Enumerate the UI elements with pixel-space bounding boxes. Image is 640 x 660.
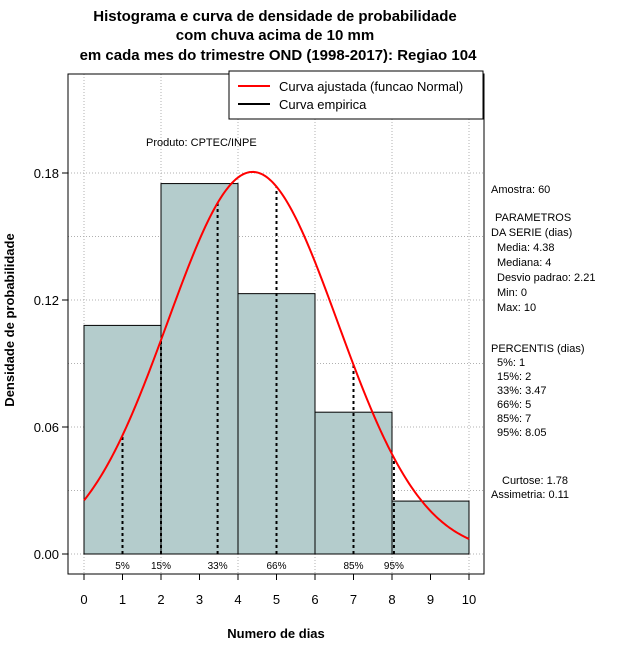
x-tick-label: 10 [462, 592, 476, 607]
skewness: Assimetria: 0.11 [491, 489, 569, 501]
percentile-33: 33%: 3.47 [497, 385, 547, 397]
x-tick-label: 5 [273, 592, 280, 607]
percentile-95: 95%: 8.05 [497, 427, 547, 439]
stat-sd: Desvio padrao: 2.21 [497, 272, 595, 284]
stat-max: Max: 10 [497, 302, 536, 314]
stat-median: Mediana: 4 [497, 257, 551, 269]
histogram-bar [391, 500, 470, 555]
histogram-bar [160, 183, 239, 555]
x-tick-label: 4 [234, 592, 241, 607]
x-tick-label: 3 [196, 592, 203, 607]
axes: 0 1 2 3 4 5 6 7 8 9 10 0.00 0.06 0.12 0.18 [34, 166, 477, 607]
chart-title-line-3: em cada mes do trimestre OND (1998-2017)… [80, 47, 477, 64]
x-tick-label: 1 [119, 592, 126, 607]
percentile-label: 15% [151, 561, 171, 572]
x-tick-label: 0 [80, 592, 87, 607]
x-tick-label: 6 [311, 592, 318, 607]
chart-title-line-2: com chuva acima de 10 mm [176, 27, 374, 44]
x-tick-label: 9 [427, 592, 434, 607]
legend: Curva ajustada (funcao Normal) Curva emp… [228, 70, 484, 120]
credit-label: Produto: CPTEC/INPE [146, 137, 257, 149]
statistics-panel: Amostra: 60 PARAMETROS DA SERIE (dias) M… [491, 184, 595, 501]
x-axis-title: Numero de dias [227, 626, 325, 641]
percentile-label: 85% [343, 561, 363, 572]
percentile-label: 66% [266, 561, 286, 572]
percentile-label: 33% [208, 561, 228, 572]
params-subtitle: DA SERIE (dias) [491, 227, 572, 239]
fitted-normal-curve [83, 170, 470, 540]
y-tick-label: 0.18 [34, 166, 59, 181]
legend-box [228, 70, 484, 120]
kurtosis: Curtose: 1.78 [502, 475, 568, 487]
chart-title-line-1: Histograma e curva de densidade de proba… [93, 8, 456, 25]
histogram-bar [314, 411, 393, 555]
percentile-label: 95% [384, 561, 404, 572]
sample-size: Amostra: 60 [491, 184, 550, 196]
percentile-15: 15%: 2 [497, 371, 531, 383]
stat-mean: Media: 4.38 [497, 242, 554, 254]
legend-label-empirical: Curva empirica [279, 97, 367, 112]
stat-min: Min: 0 [497, 287, 527, 299]
x-tick-label: 7 [350, 592, 357, 607]
histogram-bar [237, 293, 316, 555]
fitted-curve-layer [83, 170, 470, 540]
y-tick-label: 0.06 [34, 420, 59, 435]
params-title: PARAMETROS [495, 212, 571, 224]
x-tick-label: 2 [157, 592, 164, 607]
percentiles-title: PERCENTIS (dias) [491, 343, 585, 355]
percentile-66: 66%: 5 [497, 399, 531, 411]
y-tick-label: 0.12 [34, 293, 59, 308]
percentile-5: 5%: 1 [497, 357, 525, 369]
y-axis-title: Densidade de probabilidade [2, 233, 17, 406]
y-tick-label: 0.00 [34, 547, 59, 562]
legend-label-fitted: Curva ajustada (funcao Normal) [279, 79, 463, 94]
percentile-label: 5% [115, 561, 130, 572]
percentile-lines: 5% 15% 33% 66% 85% 95% [115, 186, 404, 572]
percentile-85: 85%: 7 [497, 413, 531, 425]
x-tick-label: 8 [388, 592, 395, 607]
